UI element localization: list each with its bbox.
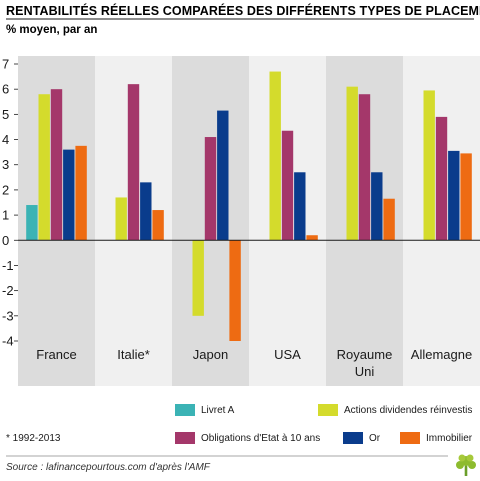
legend: Livret A Actions dividendes réinvestis Obl… [175,404,473,444]
bar-japon-actions-dividendes-reinvestis [192,240,204,316]
bar-usa-or [294,172,306,241]
category-label-france: France [36,347,76,362]
y-tick-label: 0 [2,233,9,248]
bar-royaume-uni-actions-dividendes-reinvestis [346,86,358,241]
y-tick-label: -2 [2,283,14,298]
y-tick-label: -3 [2,308,14,323]
legend-label-obligations-d-etat-a-10-ans: Obligations d'Etat à 10 ans [201,433,320,444]
y-tick-label: 5 [2,107,9,122]
category-labels: France Italie* Japon USA Royaume Uni Allemagne [36,347,472,379]
y-tick-label: 3 [2,157,9,172]
bar-allemagne-actions-dividendes-reinvestis [423,90,435,241]
bar-royaume-uni-immobilier [383,198,395,241]
legend-swatch-immobilier [400,432,420,444]
y-tick-label: -4 [2,334,14,349]
category-label-royaume-uni: Royaume Uni [337,347,393,379]
bar-usa-actions-dividendes-reinvestis [269,71,281,241]
legend-label-or: Or [369,433,381,444]
bar-france-actions-dividendes-reinvestis [38,94,50,241]
bar-france-immobilier [75,145,87,241]
bar-allemagne-obligations-d-etat-a-10-ans [435,116,448,241]
category-bands [18,56,480,386]
y-tick-label: 2 [2,182,9,197]
bar-japon-immobilier [229,240,241,341]
bar-royaume-uni-obligations-d-etat-a-10-ans [358,94,371,241]
bar-france-livret-a [26,205,38,241]
legend-label-livret-a: Livret A [201,405,235,416]
bar-usa-obligations-d-etat-a-10-ans [281,130,294,241]
legend-label-actions-dividendes-reinvestis: Actions dividendes réinvestis [344,405,472,416]
legend-label-immobilier: Immobilier [426,433,473,444]
bar-italie-obligations-d-etat-a-10-ans [127,84,140,241]
bar-italie-immobilier [152,210,164,241]
bar-allemagne-or [448,150,460,241]
bar-france-or [63,149,75,241]
y-tick-label: 7 [2,57,9,72]
bars [26,71,472,341]
bar-italie-actions-dividendes-reinvestis [115,197,127,241]
legend-swatch-obligations-d-etat-a-10-ans [175,432,195,444]
y-tick-label: 4 [2,132,9,147]
category-label-italie: Italie* [117,347,150,362]
bar-japon-or [217,110,229,241]
source-note: Source : lafinancepourtous.com d'après l… [6,462,211,473]
bar-allemagne-immobilier [460,153,472,241]
tree-logo [456,454,476,476]
y-tick-label: 6 [2,82,9,97]
footnote: * 1992-2013 [6,433,61,444]
bar-france-obligations-d-etat-a-10-ans [50,89,63,241]
category-label-japon: Japon [193,347,228,362]
category-label-usa: USA [274,347,301,362]
bar-royaume-uni-or [371,172,383,241]
y-axis-ticks: -4 -3 -2 -1 0 1 2 3 4 5 6 7 [2,57,18,349]
legend-swatch-actions-dividendes-reinvestis [318,404,338,416]
chart-subtitle: % moyen, par an [6,24,97,36]
bar-italie-or [140,182,152,241]
y-tick-label: -1 [2,258,14,273]
legend-swatch-livret-a [175,404,195,416]
bar-usa-immobilier [306,235,318,241]
legend-swatch-or [343,432,363,444]
chart-title: RENTABILITÉS RÉELLES COMPARÉES DES DIFFÉ… [6,3,480,18]
bar-japon-obligations-d-etat-a-10-ans [204,137,217,241]
category-label-allemagne: Allemagne [411,347,472,362]
y-tick-label: 1 [2,208,9,223]
